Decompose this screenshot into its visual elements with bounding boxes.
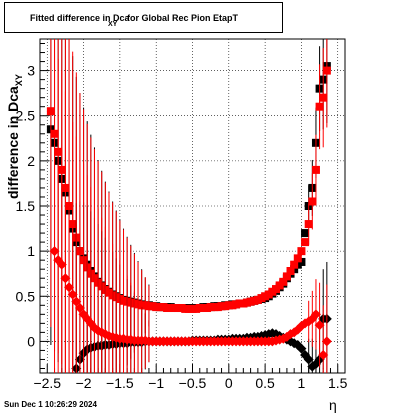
- data-point-diamond: [64, 282, 75, 293]
- data-point-square: [322, 66, 331, 75]
- x-tick-label: −2: [76, 375, 92, 391]
- data-point-diamond: [303, 354, 314, 365]
- data-point-square: [308, 197, 317, 206]
- y-tick-label: 0: [27, 333, 35, 349]
- data-point-square: [282, 272, 291, 281]
- x-tick-label: −1.5: [106, 375, 134, 391]
- y-tick-label: 2: [27, 153, 35, 169]
- data-point-diamond: [49, 246, 60, 257]
- y-tick-label: 3: [27, 63, 35, 79]
- data-point-square: [46, 107, 55, 116]
- x-tick-label: −0.5: [179, 375, 207, 391]
- data-point-square: [286, 266, 295, 275]
- chart-title-subscript: XY: [108, 21, 118, 28]
- data-point-square: [301, 238, 310, 247]
- data-point-diamond: [56, 259, 67, 270]
- x-axis-title: η: [329, 397, 337, 413]
- chart-title-box: Fitted difference in Dca XY for Global R…: [4, 2, 283, 33]
- data-point-square: [293, 254, 302, 263]
- data-point-square: [297, 247, 306, 256]
- data-point-diamond: [67, 289, 78, 300]
- data-point-square: [311, 165, 320, 174]
- x-tick-label: 1.5: [328, 375, 348, 391]
- data-point-diamond: [314, 320, 325, 331]
- data-point-square: [279, 277, 288, 286]
- data-point-diamond: [318, 349, 329, 360]
- y-tick-label: 1.5: [16, 198, 36, 214]
- x-tick-label: −2.5: [33, 375, 61, 391]
- y-axis-title-subscript: XY: [13, 74, 24, 87]
- y-tick-label: 0.5: [16, 288, 36, 304]
- data-point-square: [290, 260, 299, 269]
- data-point-square: [301, 229, 310, 238]
- data-point-square: [304, 220, 313, 229]
- data-point-diamond: [321, 336, 332, 347]
- y-axis-title-main: difference in Dca: [5, 86, 21, 199]
- data-point-diamond: [310, 309, 321, 320]
- x-tick-label: 0: [225, 375, 233, 391]
- x-tick-label: −1: [148, 375, 164, 391]
- x-tick-label: 1: [298, 375, 306, 391]
- y-axis-title: difference in DcaXY: [5, 74, 24, 199]
- x-tick-label: 0.5: [255, 375, 275, 391]
- y-tick-label: 2.5: [16, 108, 36, 124]
- data-point-square: [315, 102, 324, 111]
- chart-title-suffix: for Global Rec Pion EtapT: [127, 13, 239, 23]
- footer-date: Sun Dec 1 10:26:29 2024: [4, 400, 97, 409]
- data-point-diamond: [60, 273, 71, 284]
- chart-title: Fitted difference in Dca: [30, 13, 130, 23]
- y-tick-label: 1: [27, 243, 35, 259]
- data-point-square: [319, 93, 328, 102]
